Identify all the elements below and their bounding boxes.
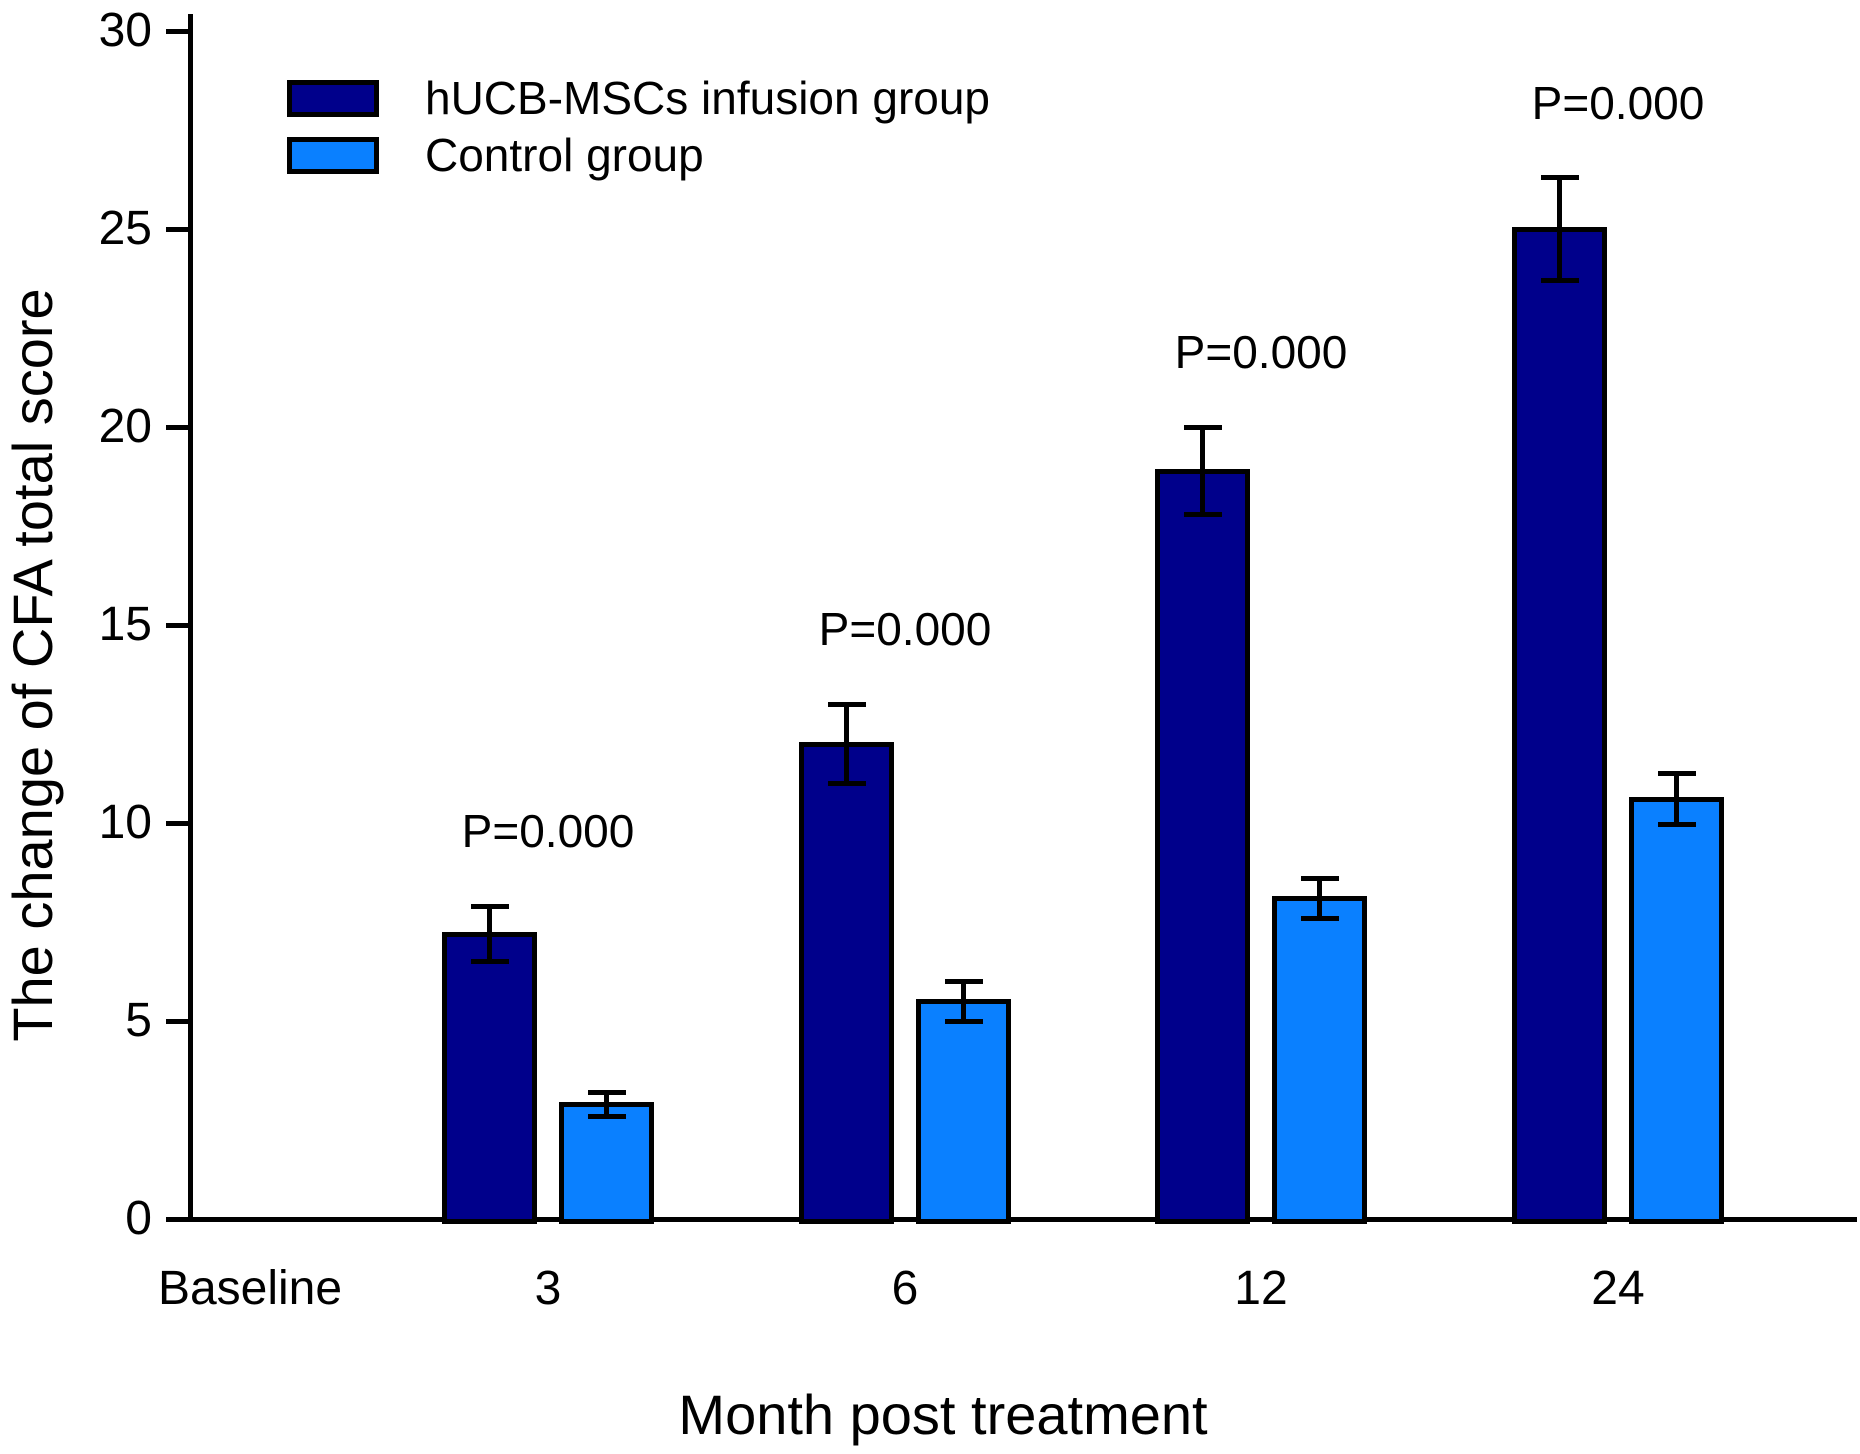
p-value-label: P=0.000 [818,603,992,656]
error-bar [844,704,849,784]
y-tick [166,820,190,826]
error-bar-cap-bottom [1300,915,1339,921]
bar-infusion-group [1512,227,1607,1224]
x-tick-label: 6 [891,1262,919,1315]
error-bar [1557,177,1562,281]
error-bar [1200,427,1205,515]
bar-infusion-group [1155,468,1250,1224]
error-bar-cap-bottom [1540,277,1579,283]
bar-infusion-group [442,931,537,1224]
p-value-label: P=0.000 [1174,326,1348,378]
x-axis-title: Month post treatment [678,1383,1208,1446]
y-tick-label: 20 [98,400,152,453]
error-bar-cap-top [1300,875,1339,881]
bar-control-group [916,999,1011,1224]
p-value-label: P=0.000 [461,805,635,858]
bar-control-group [559,1102,654,1224]
error-bar-cap-bottom [944,1018,983,1024]
error-bar-cap-top [1183,424,1222,430]
y-tick-label: 25 [98,202,152,255]
y-axis [188,14,193,1222]
error-bar-cap-top [827,701,866,707]
y-tick-label: 10 [98,796,152,849]
p-value-label: P=0.000 [1531,76,1705,129]
error-bar-cap-bottom [470,959,509,965]
x-axis [166,1217,1857,1222]
y-tick-label: 5 [125,994,152,1047]
y-tick-label: 0 [125,1192,152,1245]
error-bar-cap-bottom [587,1113,626,1119]
y-tick [166,424,190,430]
y-tick [166,226,190,232]
y-tick [166,28,190,34]
error-bar [1317,878,1322,919]
error-bar-cap-top [1657,771,1696,776]
error-bar [1674,773,1679,825]
y-tick-label: 30 [98,4,152,57]
y-tick [166,1018,190,1024]
error-bar [487,906,492,962]
error-bar-cap-top [587,1089,626,1095]
y-tick [166,622,190,628]
x-tick-label: 12 [1234,1262,1288,1315]
legend-swatch-infusion-group [287,80,379,117]
error-bar-cap-bottom [1183,511,1222,517]
x-tick-label: 3 [534,1262,562,1315]
error-bar-cap-bottom [1657,822,1696,828]
error-bar [961,981,966,1021]
bar-control-group [1272,896,1367,1224]
x-tick-label: 24 [1591,1262,1645,1315]
legend-swatch-control-group [287,137,379,174]
y-tick-label: 15 [98,598,152,651]
legend-label-infusion-group: hUCB-MSCs infusion group [425,72,991,124]
bar-infusion-group [799,741,894,1224]
error-bar-cap-top [470,903,509,909]
error-bar-cap-bottom [827,780,866,786]
error-bar-cap-top [944,978,983,984]
bar-control-group [1629,797,1724,1224]
error-bar [604,1092,609,1117]
x-tick-label: Baseline [157,1262,343,1315]
error-bar-cap-top [1540,175,1579,181]
legend-label-control-group: Control group [425,129,704,181]
